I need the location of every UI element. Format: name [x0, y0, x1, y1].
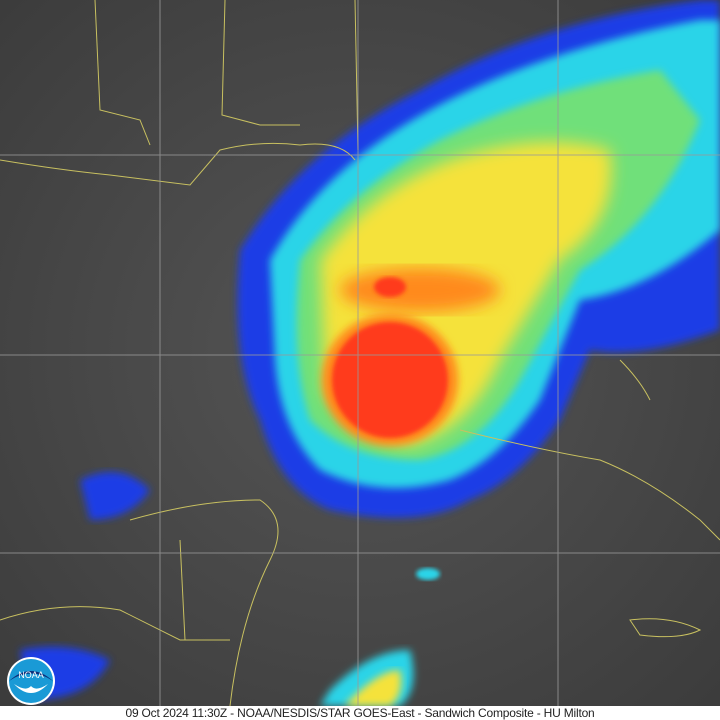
hurricane-core	[332, 322, 448, 438]
noaa-logo: NOAA	[7, 657, 55, 705]
image-caption: 09 Oct 2024 11:30Z - NOAA/NESDIS/STAR GO…	[0, 706, 720, 720]
svg-text:NOAA: NOAA	[18, 670, 44, 680]
